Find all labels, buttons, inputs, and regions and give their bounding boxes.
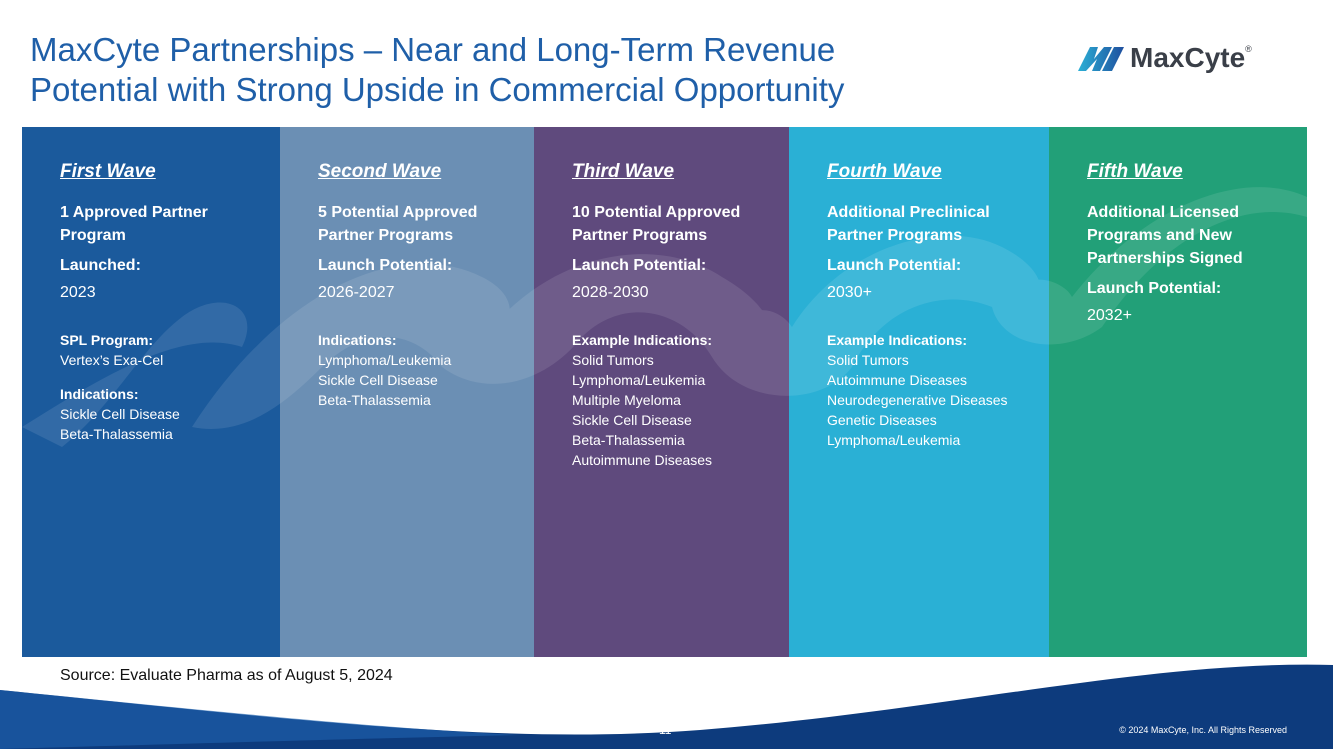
column: Fifth Wave Additional Licensed Programs an… (1049, 127, 1307, 657)
section-item: Lymphoma/Leukemia (827, 432, 961, 448)
launch-value: 2026-2027 (318, 284, 395, 301)
column: Third Wave 10 Potential Approved Partner P… (534, 127, 789, 657)
section: Example Indications: Solid Tumors Lymphoma… (572, 330, 789, 470)
launch-value: 2030+ (827, 284, 872, 301)
section-label: Example Indications: (827, 332, 968, 348)
launch-label: Launch Potential: (572, 257, 707, 274)
section-item: Beta-Thalassemia (318, 392, 431, 408)
launch-value: 2032+ (1087, 307, 1132, 324)
section-label: Example Indications: (572, 332, 713, 348)
section-item: Sickle Cell Disease (60, 406, 180, 422)
program-line: Additional Preclinical (827, 204, 990, 221)
column: Fourth Wave Additional Preclinical Partner… (789, 127, 1049, 657)
title-line: Potential with Strong Upside in Commerci… (30, 71, 845, 108)
section: Example Indications: Solid Tumors Autoimmu… (827, 330, 1049, 450)
section-item: Beta-Thalassemia (60, 426, 173, 442)
program-line: 1 Approved Partner (60, 204, 208, 221)
launch-value: 2028-2030 (572, 284, 649, 301)
program-line: Partnerships Signed (1087, 250, 1243, 267)
section-item: Vertex’s Exa-Cel (60, 352, 164, 368)
section-item: Neurodegenerative Diseases (827, 392, 1008, 408)
program-line: Program (60, 227, 126, 244)
program-line: 10 Potential Approved (572, 204, 741, 221)
column: Second Wave 5 Potential Approved Partner P… (280, 127, 534, 657)
wave-heading: Third Wave (572, 161, 675, 182)
section-item: Sickle Cell Disease (318, 372, 438, 388)
launch-label: Launch Potential: (318, 257, 453, 274)
section-item: Autoimmune Diseases (572, 452, 713, 468)
program-line: Partner Programs (572, 227, 708, 244)
wave-heading: Second Wave (318, 161, 442, 182)
section-item: Sickle Cell Disease (572, 412, 692, 428)
section: Indications: Lymphoma/Leukemia Sickle Cell… (318, 330, 534, 410)
wave-heading: First Wave (60, 161, 156, 182)
section-item: Solid Tumors (572, 352, 654, 368)
title-line: MaxCyte Partnerships – Near and Long-Ter… (30, 31, 836, 68)
title: MaxCyte Partnerships – Near and Long-Ter… (30, 30, 844, 110)
program: Additional Licensed Programs and New Partn… (1087, 201, 1307, 270)
section: Indications: Sickle Cell Disease Beta-Thal… (60, 384, 280, 444)
footer-wave (0, 664, 1333, 749)
section-label: Indications: (318, 332, 397, 348)
program-line: Partner Programs (318, 227, 454, 244)
columns: First Wave 1 Approved Partner Program Launc… (22, 127, 1307, 657)
program-line: Programs and New (1087, 227, 1232, 244)
program-line: 5 Potential Approved (318, 204, 478, 221)
source-note: Source: Evaluate Pharma as of August 5, … (60, 667, 393, 684)
logo-icon (1078, 47, 1124, 71)
program: 1 Approved Partner Program (60, 201, 280, 247)
program: Additional Preclinical Partner Programs (827, 201, 1049, 247)
program-line: Additional Licensed (1087, 204, 1240, 221)
logo-mark: ® (1245, 44, 1252, 54)
section-item: Beta-Thalassemia (572, 432, 685, 448)
section: SPL Program: Vertex’s Exa-Cel (60, 330, 280, 370)
column: First Wave 1 Approved Partner Program Launc… (22, 127, 280, 657)
launch-label: Launch Potential: (827, 257, 962, 274)
program: 10 Potential Approved Partner Programs (572, 201, 789, 247)
program-line: Partner Programs (827, 227, 963, 244)
page-number: 11 (659, 723, 672, 737)
wave-heading: Fifth Wave (1087, 161, 1183, 182)
section-label: Indications: (60, 386, 139, 402)
launch-value: 2023 (60, 284, 96, 301)
section-label: SPL Program: (60, 332, 154, 348)
section-item: Solid Tumors (827, 352, 909, 368)
copyright: © 2024 MaxCyte, Inc. All Rights Reserved (1119, 725, 1287, 735)
launch-label: Launched: (60, 257, 141, 274)
section-item: Genetic Diseases (827, 412, 937, 428)
wave-heading: Fourth Wave (827, 161, 942, 182)
section-item: Lymphoma/Leukemia (572, 372, 706, 388)
logo: MaxCyte ® (1078, 42, 1252, 74)
program: 5 Potential Approved Partner Programs (318, 201, 534, 247)
logo-text: MaxCyte (1130, 42, 1246, 73)
section-item: Multiple Myeloma (572, 392, 681, 408)
launch-label: Launch Potential: (1087, 280, 1222, 297)
section-item: Autoimmune Diseases (827, 372, 968, 388)
section-item: Lymphoma/Leukemia (318, 352, 452, 368)
